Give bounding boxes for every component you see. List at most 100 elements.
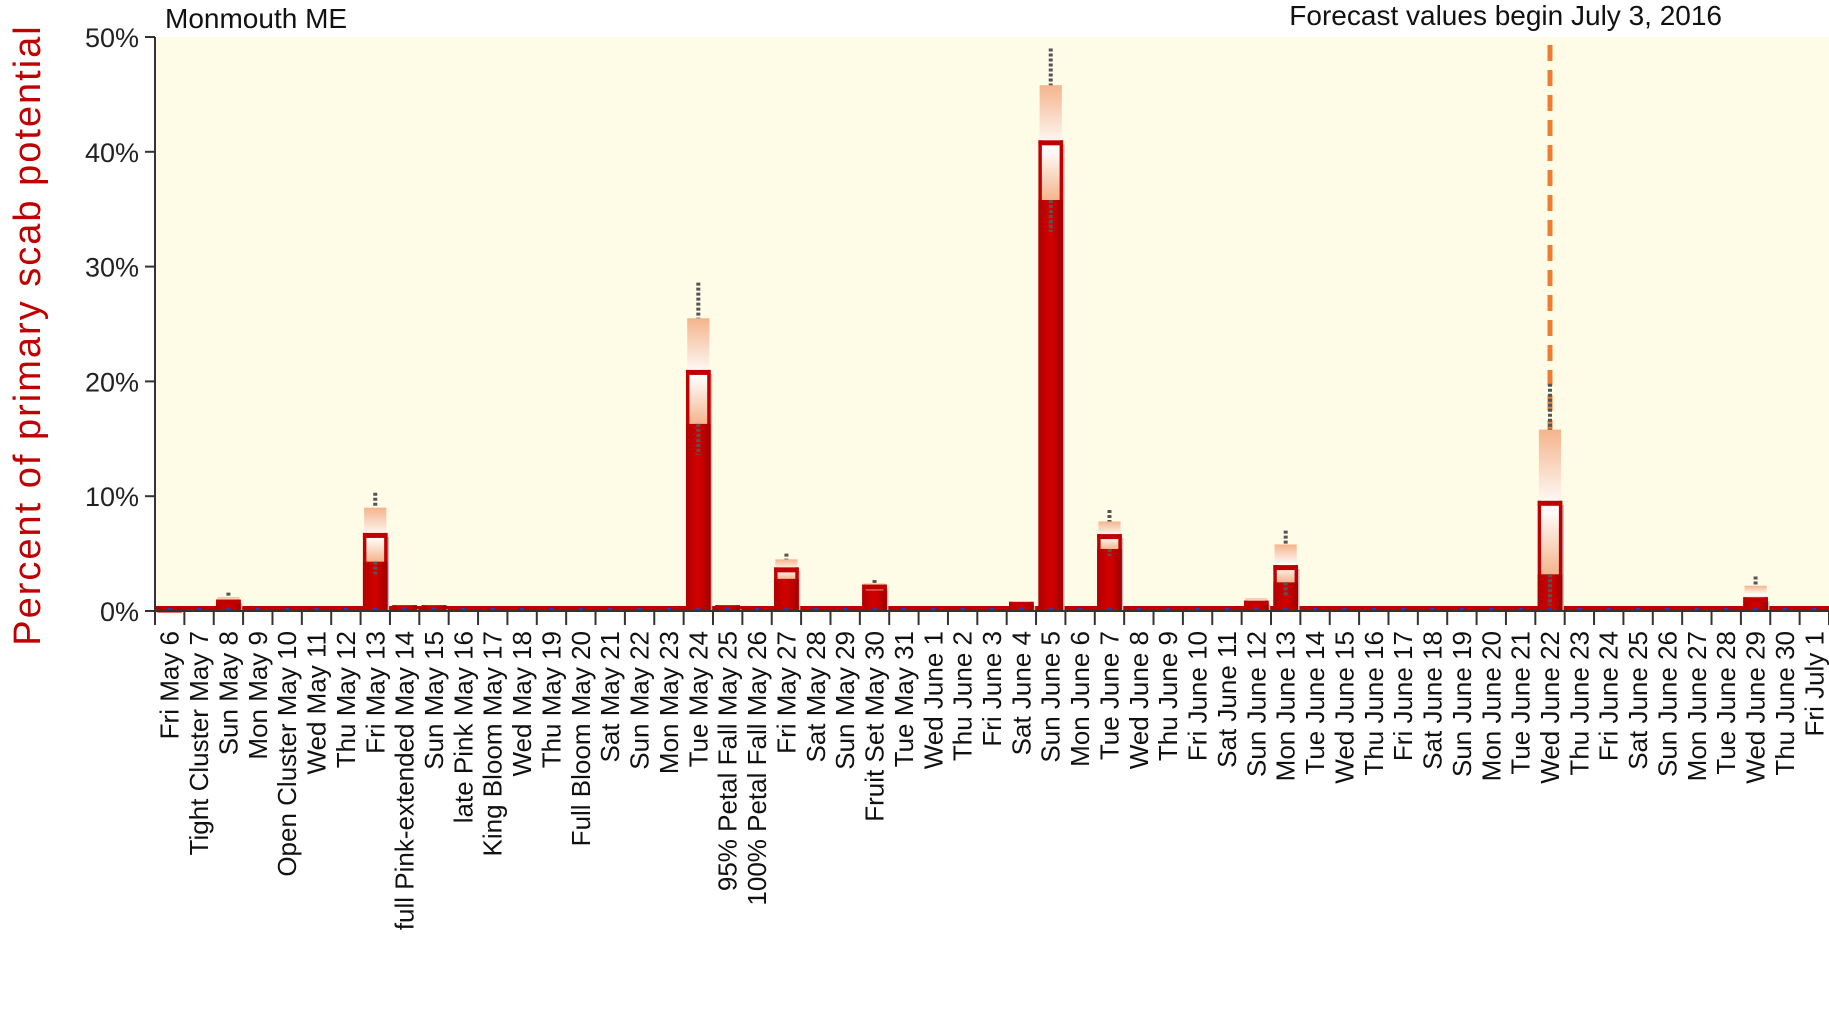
- baseline-dot: [755, 608, 760, 611]
- baseline-dot: [1518, 608, 1523, 611]
- baseline-dot: [1548, 608, 1552, 611]
- baseline-dot: [1577, 608, 1582, 611]
- x-category-label: Sun May 15: [419, 631, 449, 770]
- x-category-label: Wed May 18: [507, 631, 537, 776]
- bar: [862, 590, 887, 611]
- baseline-dot: [960, 608, 965, 611]
- x-category-label: Tue June 14: [1300, 631, 1330, 775]
- bar: [1097, 549, 1122, 611]
- x-category-label: Fruit Set May 30: [860, 631, 890, 822]
- bar-top: [1038, 140, 1064, 146]
- baseline-dot: [167, 608, 172, 611]
- baseline-dot: [343, 608, 348, 611]
- x-category-label: Thu June 9: [1153, 631, 1183, 761]
- bar: [1038, 200, 1064, 612]
- baseline-dot: [1782, 608, 1787, 611]
- baseline-dot: [1107, 608, 1112, 611]
- baseline-dot: [1430, 608, 1435, 611]
- x-category-label: Sat June 4: [1006, 631, 1036, 755]
- x-category-label: Thu June 16: [1359, 631, 1389, 776]
- baseline-dot: [637, 608, 642, 611]
- baseline-dot: [843, 608, 848, 611]
- bar-top: [862, 584, 887, 590]
- x-category-label: Sun June 5: [1036, 631, 1066, 763]
- x-category-label: Fri June 10: [1183, 631, 1213, 761]
- x-category-label: Full Bloom May 20: [566, 631, 596, 846]
- baseline-dot: [578, 608, 583, 611]
- bar-top: [1743, 597, 1768, 603]
- x-category-label: Thu May 19: [536, 631, 566, 768]
- x-category-label: Wed June 29: [1741, 631, 1771, 784]
- baseline-dot: [314, 608, 319, 611]
- baseline-dot: [696, 608, 701, 611]
- x-category-label: Sat May 28: [801, 631, 831, 763]
- x-category-label: 100% Petal Fall May 26: [742, 631, 772, 906]
- baseline-dot: [1224, 608, 1229, 611]
- baseline-dot: [784, 608, 789, 611]
- baseline-dot: [1371, 608, 1376, 611]
- baseline-dot: [1606, 608, 1611, 611]
- bar-top: [1243, 600, 1269, 606]
- bars-layer: [155, 45, 1829, 613]
- baseline-dot: [197, 608, 202, 611]
- y-axis-label: Percent of primary scab potential: [7, 24, 49, 646]
- x-category-label: Fri May 27: [771, 631, 801, 754]
- x-category-label: Fri June 24: [1594, 631, 1624, 761]
- bar: [685, 423, 711, 611]
- baseline-dot: [1078, 608, 1083, 611]
- baseline-dot: [461, 608, 466, 611]
- baseline-dot: [813, 608, 818, 611]
- x-category-label: Tight Cluster May 7: [184, 631, 214, 855]
- y-tick-label: 30%: [85, 253, 139, 283]
- baseline-dot: [490, 608, 495, 611]
- x-category-label: Fri June 17: [1388, 631, 1418, 761]
- x-category-label: Fri May 6: [155, 631, 185, 739]
- x-category-label: Tue June 28: [1711, 631, 1741, 775]
- baseline-dot: [1812, 608, 1817, 611]
- baseline-dot: [1195, 608, 1200, 611]
- baseline-dot: [285, 608, 290, 611]
- x-category-label: Wed June 8: [1124, 631, 1154, 769]
- x-category-label: Wed June 22: [1535, 631, 1565, 784]
- baseline-dot: [1489, 608, 1494, 611]
- x-category-label: Sat June 11: [1212, 631, 1242, 768]
- x-category-label: Fri July 1: [1799, 631, 1829, 736]
- baseline-dot: [520, 608, 525, 611]
- x-category-label: full Pink-extended May 14: [390, 631, 420, 930]
- baseline-dot: [1136, 608, 1141, 611]
- baseline-dot: [1283, 608, 1288, 611]
- baseline-dot: [1019, 608, 1024, 611]
- baseline-dot: [931, 608, 936, 611]
- baseline-dot: [1313, 608, 1318, 611]
- baseline-dot: [1254, 608, 1259, 611]
- chart-title: Monmouth ME: [165, 3, 347, 34]
- bar-edge-left: [1537, 500, 1542, 611]
- baseline-dot: [549, 608, 554, 611]
- baseline-dot: [1342, 608, 1347, 611]
- x-category-label: Sun May 22: [625, 631, 655, 770]
- baseline-dot: [226, 608, 231, 611]
- bar-top: [1273, 565, 1299, 571]
- bar-top: [362, 532, 388, 538]
- x-category-label: Sun June 19: [1447, 631, 1477, 777]
- baseline-dot: [666, 608, 671, 611]
- plot-area: [155, 37, 1829, 611]
- baseline-dot: [373, 608, 378, 611]
- x-category-label: late Pink May 16: [448, 631, 478, 823]
- x-category-label: Sat June 18: [1418, 631, 1448, 770]
- bar-top: [685, 369, 711, 375]
- x-category-label: Thu June 23: [1564, 631, 1594, 776]
- bar: [774, 578, 799, 611]
- x-category-label: 95% Petal Fall May 25: [713, 631, 743, 891]
- bar: [1273, 582, 1299, 611]
- bar: [1743, 601, 1768, 611]
- x-category-label: Wed June 15: [1329, 631, 1359, 784]
- x-category-label: Mon June 27: [1682, 631, 1712, 781]
- bar-top: [216, 599, 241, 605]
- baseline-dot: [1048, 608, 1053, 611]
- forecast-annotation: Forecast values begin July 3, 2016: [1289, 0, 1722, 31]
- x-category-label: Thu June 2: [948, 631, 978, 761]
- baseline-dot: [1753, 608, 1758, 611]
